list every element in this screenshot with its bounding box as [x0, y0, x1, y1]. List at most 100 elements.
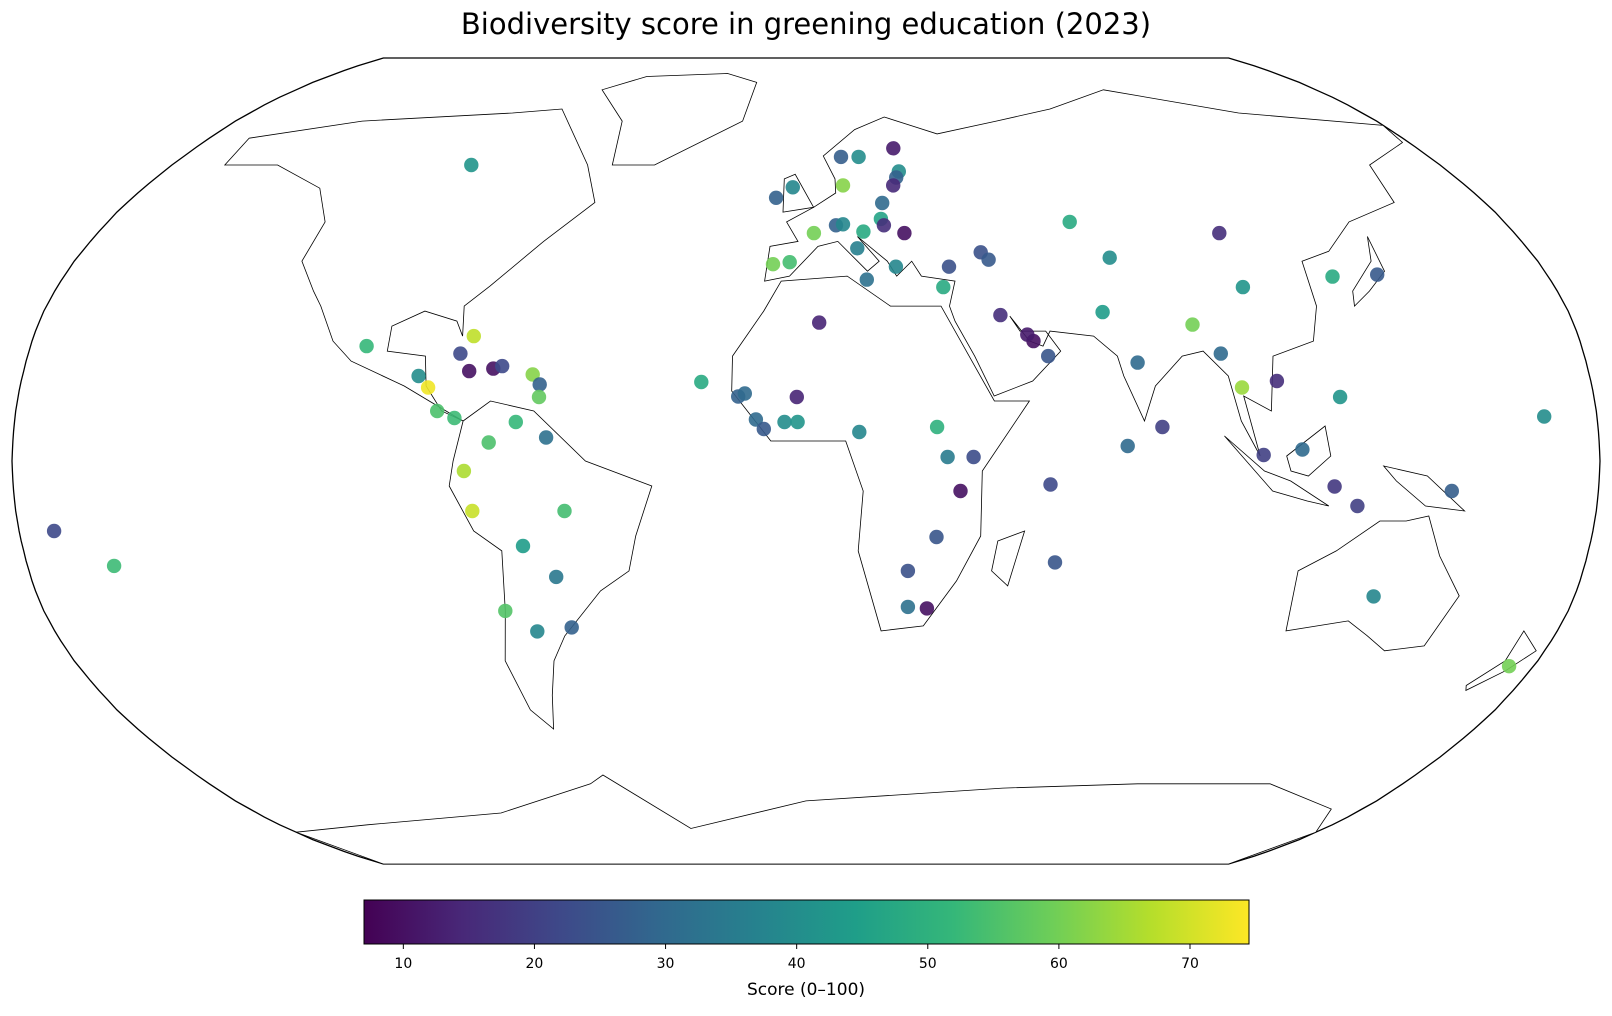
landmass — [448, 400, 653, 730]
data-point — [900, 563, 916, 579]
data-point — [430, 403, 445, 419]
data-point — [495, 358, 510, 374]
landmass — [764, 89, 1404, 457]
data-point — [1444, 483, 1460, 499]
data-point — [1020, 327, 1035, 342]
colorbar-tick-label: 60 — [1050, 956, 1068, 972]
data-point — [953, 483, 968, 499]
data-point — [1366, 589, 1381, 604]
data-point — [929, 529, 944, 545]
data-point — [835, 178, 851, 193]
data-point — [768, 190, 784, 205]
data-point — [694, 374, 709, 390]
colorbar-tick-label: 30 — [657, 956, 675, 972]
data-point — [1332, 389, 1348, 405]
colorbar-tick-label: 10 — [394, 956, 412, 972]
data-point — [876, 218, 892, 233]
data-point — [851, 149, 866, 165]
colorbar-scale — [363, 899, 1250, 945]
data-point — [1155, 419, 1170, 435]
data-point — [835, 217, 851, 232]
data-point — [737, 386, 752, 401]
landmass — [1382, 465, 1466, 512]
data-point — [564, 620, 579, 635]
data-point — [850, 241, 865, 256]
data-point — [812, 315, 827, 330]
chart-title: Biodiversity score in greening education… — [461, 7, 1151, 41]
data-point — [1327, 479, 1342, 494]
data-point — [900, 599, 916, 615]
landmass — [296, 774, 1332, 865]
data-point — [806, 225, 822, 241]
data-point — [1120, 438, 1135, 454]
data-point — [1213, 346, 1229, 361]
data-point — [886, 178, 901, 193]
data-point — [549, 569, 564, 585]
data-point — [462, 363, 477, 379]
data-point — [966, 449, 981, 465]
data-point — [886, 141, 901, 156]
data-point — [1047, 555, 1063, 570]
data-point — [411, 368, 426, 384]
data-point — [981, 252, 996, 267]
data-point — [785, 180, 800, 195]
data-point — [106, 558, 122, 574]
data-point — [1185, 317, 1200, 332]
data-point — [531, 389, 547, 405]
points — [46, 141, 1552, 674]
data-point — [525, 367, 540, 382]
data-point — [1212, 225, 1227, 241]
data-point — [1256, 447, 1271, 463]
data-point — [756, 421, 771, 437]
data-point — [919, 601, 935, 616]
data-point — [1041, 348, 1056, 364]
colorbar-tick-label: 50 — [919, 956, 937, 972]
data-point — [1269, 373, 1285, 389]
colorbar: 10 20 30 40 50 60 70 — [363, 899, 1250, 972]
data-point — [420, 380, 436, 395]
data-point — [456, 463, 472, 479]
data-point — [929, 419, 945, 435]
data-point — [1325, 269, 1340, 284]
data-point — [1295, 442, 1310, 457]
landmass — [991, 530, 1026, 587]
data-point — [1102, 250, 1117, 265]
data-point — [789, 389, 804, 405]
data-point — [993, 307, 1008, 323]
data-point — [359, 338, 374, 354]
colorbar-tick-label: 40 — [788, 956, 806, 972]
data-point — [1043, 477, 1058, 492]
data-point — [538, 430, 554, 445]
data-point — [481, 435, 496, 450]
data-point — [1537, 409, 1552, 424]
data-point — [875, 195, 890, 211]
data-point — [515, 538, 531, 554]
colorbar-tick-label: 70 — [1181, 956, 1199, 972]
data-point — [888, 259, 904, 274]
data-point — [833, 149, 849, 165]
data-point — [1501, 659, 1517, 674]
colorbar-tick-label: 20 — [526, 956, 544, 972]
data-point — [532, 377, 547, 392]
data-point — [765, 257, 781, 272]
data-point — [1130, 355, 1145, 370]
data-point — [856, 224, 871, 239]
data-point — [897, 225, 912, 241]
landmass — [1352, 236, 1385, 307]
data-point — [557, 503, 572, 519]
landmass — [1224, 435, 1330, 507]
colorbar-label: Score (0–100) — [747, 980, 865, 1000]
land — [11, 57, 1601, 865]
data-point — [1234, 380, 1250, 395]
data-point — [1095, 304, 1110, 320]
data-point — [1370, 267, 1385, 282]
data-point — [941, 259, 957, 274]
data-point — [1062, 214, 1077, 230]
data-point — [46, 523, 62, 539]
data-point — [465, 503, 480, 519]
data-point — [464, 157, 479, 173]
data-point — [508, 414, 523, 430]
data-point — [498, 603, 513, 619]
data-point — [940, 449, 955, 465]
